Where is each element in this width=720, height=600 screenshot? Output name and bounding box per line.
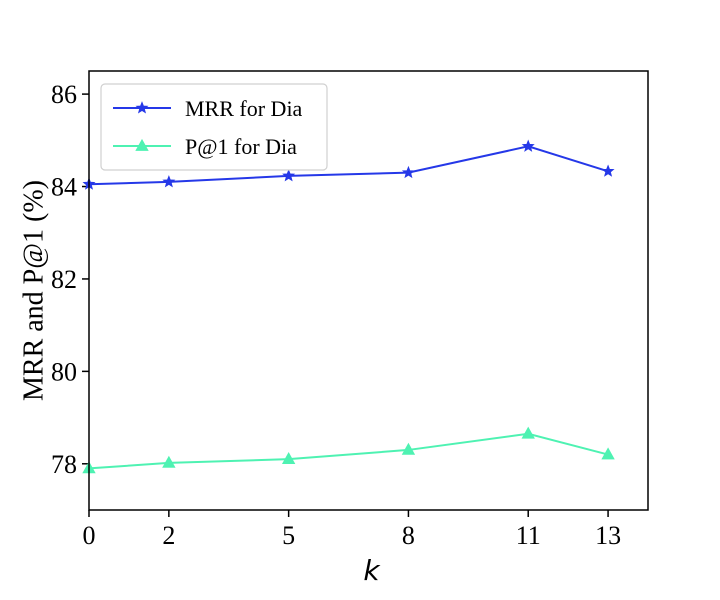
legend-box: [100, 83, 328, 171]
data-point: [521, 426, 535, 439]
legend-marker: [135, 101, 149, 114]
series-line: [88, 145, 609, 186]
legend-items: MRR for Dia P@1 for Dia: [113, 96, 303, 159]
y-tick-label: 80: [51, 357, 77, 386]
x-tick-label: 11: [516, 521, 541, 550]
legend-label: MRR for Dia: [185, 96, 303, 121]
plot-frame: [88, 70, 649, 511]
legend-label: P@1 for Dia: [185, 134, 297, 159]
y-axis-title: MRR and P@1 (%): [18, 180, 49, 401]
data-point: [601, 447, 615, 460]
data-point: [521, 139, 535, 152]
x-tick-label: 5: [282, 521, 295, 550]
x-axis-title: k: [363, 554, 381, 587]
y-tick-label: 78: [51, 450, 77, 479]
data-point: [282, 169, 296, 182]
x-tick-label: 8: [402, 521, 415, 550]
x-tick-label: 13: [595, 521, 621, 550]
data-point: [601, 164, 615, 177]
x-tick-label: 0: [83, 521, 96, 550]
data-point: [401, 442, 416, 455]
data-point: [162, 175, 176, 188]
y-tick-label: 86: [51, 80, 77, 109]
series-2: [82, 426, 615, 474]
legend-marker: [135, 138, 149, 151]
legend-item: MRR for Dia: [113, 96, 303, 121]
series-line: [88, 432, 609, 470]
x-tick-label: 2: [162, 521, 175, 550]
data-point: [162, 455, 176, 468]
data-point: [401, 165, 415, 179]
legend: MRR for Dia P@1 for Dia: [100, 83, 328, 171]
y-tick-label: 84: [51, 173, 77, 202]
series-group: [82, 139, 615, 474]
y-tick-label: 82: [51, 265, 77, 294]
legend-item: P@1 for Dia: [113, 134, 297, 159]
data-point: [281, 452, 296, 465]
axis-ticks: 0 2 5 8 11 13 78 80 82 84 86: [51, 80, 621, 550]
